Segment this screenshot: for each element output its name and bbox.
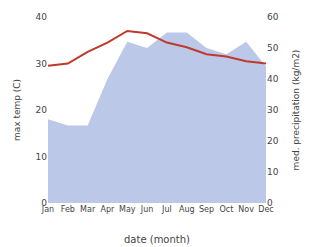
svg-text:10: 10 bbox=[36, 152, 48, 162]
svg-text:Dec: Dec bbox=[258, 205, 273, 214]
svg-text:May: May bbox=[119, 205, 136, 214]
svg-text:40: 40 bbox=[267, 74, 279, 84]
svg-text:30: 30 bbox=[267, 105, 279, 115]
svg-text:20: 20 bbox=[267, 136, 279, 146]
svg-text:Mar: Mar bbox=[80, 205, 96, 214]
svg-text:50: 50 bbox=[267, 43, 279, 53]
svg-text:med. precipitation (kg/m2): med. precipitation (kg/m2) bbox=[291, 50, 301, 171]
svg-text:max temp (C): max temp (C) bbox=[12, 79, 22, 141]
svg-text:Oct: Oct bbox=[219, 205, 233, 214]
svg-text:Sep: Sep bbox=[199, 205, 214, 214]
svg-text:Jun: Jun bbox=[140, 205, 154, 214]
svg-text:Feb: Feb bbox=[61, 205, 75, 214]
svg-text:0: 0 bbox=[267, 198, 273, 208]
svg-text:0: 0 bbox=[41, 198, 47, 208]
svg-text:40: 40 bbox=[36, 12, 48, 22]
svg-text:10: 10 bbox=[267, 167, 279, 177]
svg-text:Aug: Aug bbox=[179, 205, 195, 214]
svg-text:30: 30 bbox=[36, 59, 48, 69]
svg-text:Jan: Jan bbox=[41, 205, 54, 214]
svg-text:Jul: Jul bbox=[161, 205, 172, 214]
svg-text:date (month): date (month) bbox=[124, 234, 190, 245]
svg-text:Nov: Nov bbox=[238, 205, 254, 214]
svg-text:60: 60 bbox=[267, 12, 279, 22]
svg-text:Apr: Apr bbox=[101, 205, 116, 214]
svg-text:20: 20 bbox=[36, 105, 48, 115]
